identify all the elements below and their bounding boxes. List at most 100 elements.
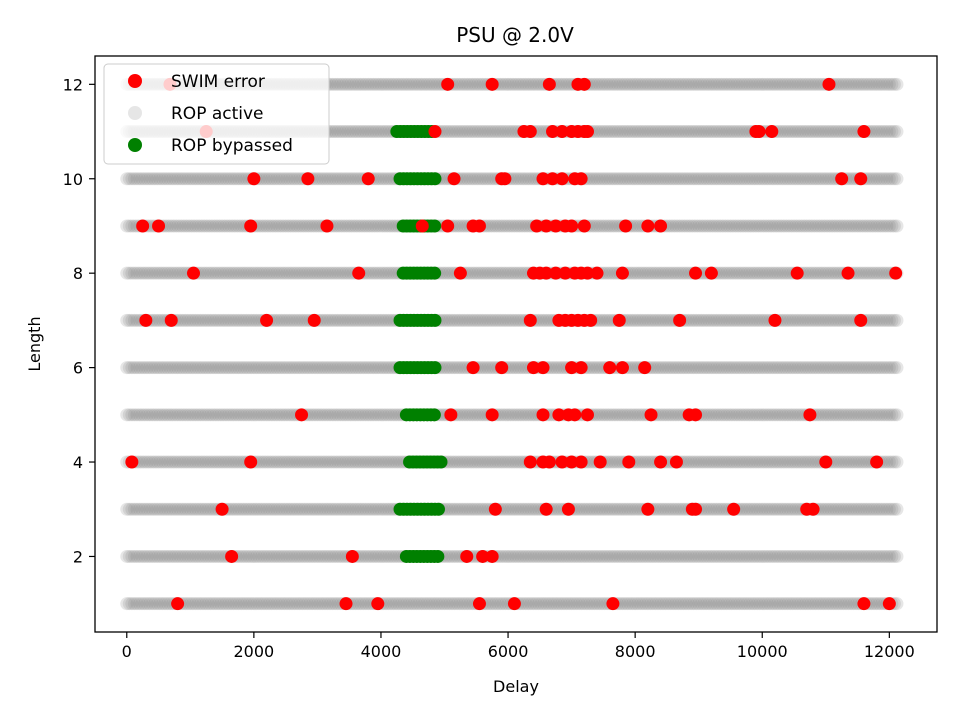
rop-active-point: [669, 597, 683, 611]
rop-active-point: [631, 502, 645, 516]
rop-active-point: [173, 455, 187, 469]
rop-active-point: [326, 408, 340, 422]
rop-active-point: [572, 502, 586, 516]
rop-active-point: [270, 502, 284, 516]
rop-active-point: [333, 361, 347, 375]
swim-error-point: [593, 455, 607, 469]
rop-active-point: [598, 502, 612, 516]
rop-active-point: [366, 502, 380, 516]
rop-active-point: [737, 408, 751, 422]
rop-active-point: [737, 597, 751, 611]
rop-active-point: [323, 408, 337, 422]
rop-active-point: [318, 597, 332, 611]
rop-active-point: [181, 455, 195, 469]
rop-active-point: [735, 597, 749, 611]
rop-active-point: [234, 455, 248, 469]
rop-active-point: [293, 361, 307, 375]
rop-active-point: [544, 597, 558, 611]
rop-active-point: [181, 502, 195, 516]
rop-active-point: [125, 502, 139, 516]
x-tick-label: 2000: [234, 642, 275, 661]
rop-active-point: [590, 502, 604, 516]
rop-active-point: [524, 597, 538, 611]
swim-error-point: [460, 549, 474, 563]
rop-active-point: [140, 455, 154, 469]
rop-active-point: [570, 597, 584, 611]
swim-error-point: [555, 172, 569, 186]
rop-active-point: [842, 408, 856, 422]
rop-active-point: [565, 597, 579, 611]
rop-active-point: [285, 361, 299, 375]
swim-error-point: [790, 266, 804, 280]
rop-active-point: [443, 597, 457, 611]
rop-active-point: [227, 361, 241, 375]
rop-active-point: [788, 549, 802, 563]
rop-active-point: [387, 549, 401, 563]
rop-active-point: [674, 502, 688, 516]
rop-bypassed-point: [427, 408, 441, 422]
rop-active-point: [389, 455, 403, 469]
rop-active-point: [293, 549, 307, 563]
swim-error-point: [339, 597, 353, 611]
rop-active-point: [776, 597, 790, 611]
rop-active-point: [542, 549, 556, 563]
swim-error-point: [669, 455, 683, 469]
rop-active-point: [135, 549, 149, 563]
rop-active-point: [669, 502, 683, 516]
rop-active-point: [865, 502, 879, 516]
rop-active-point: [506, 502, 520, 516]
rop-active-point: [636, 455, 650, 469]
rop-active-point: [773, 408, 787, 422]
rop-active-point: [310, 361, 324, 375]
rop-active-point: [326, 549, 340, 563]
rop-active-point: [870, 502, 884, 516]
rop-active-point: [631, 408, 645, 422]
rop-active-point: [285, 455, 299, 469]
rop-active-point: [158, 549, 172, 563]
rop-active-point: [870, 408, 884, 422]
rop-active-point: [191, 549, 205, 563]
rop-active-point: [206, 549, 220, 563]
rop-active-point: [265, 455, 279, 469]
chart-title: PSU @ 2.0V: [456, 23, 574, 47]
rop-active-point: [669, 549, 683, 563]
rop-active-point: [282, 597, 296, 611]
rop-active-point: [699, 408, 713, 422]
rop-active-point: [511, 502, 525, 516]
rop-active-point: [628, 502, 642, 516]
rop-active-point: [193, 502, 207, 516]
rop-active-point: [349, 597, 363, 611]
rop-active-point: [882, 549, 896, 563]
rop-active-point: [143, 361, 157, 375]
swim-error-point: [301, 172, 315, 186]
rop-active-point: [120, 408, 134, 422]
rop-active-point: [356, 597, 370, 611]
rop-active-point: [730, 597, 744, 611]
rop-active-point: [763, 597, 777, 611]
rop-active-point: [280, 408, 294, 422]
swim-error-point: [704, 266, 718, 280]
rop-active-point: [321, 502, 335, 516]
swim-error-point: [507, 597, 521, 611]
rop-active-point: [750, 597, 764, 611]
rop-active-point: [707, 597, 721, 611]
rop-active-point: [737, 455, 751, 469]
rop-active-point: [890, 172, 904, 186]
rop-active-point: [679, 455, 693, 469]
swim-error-point: [768, 313, 782, 327]
rop-active-point: [351, 597, 365, 611]
rop-active-point: [646, 549, 660, 563]
rop-active-point: [186, 502, 200, 516]
rop-active-point: [722, 455, 736, 469]
rop-active-point: [849, 408, 863, 422]
rop-active-point: [687, 455, 701, 469]
rop-active-point: [328, 408, 342, 422]
rop-active-point: [798, 549, 812, 563]
swim-error-point: [574, 361, 588, 375]
rop-active-point: [193, 361, 207, 375]
rop-active-point: [186, 361, 200, 375]
rop-active-point: [249, 361, 263, 375]
rop-active-point: [232, 361, 246, 375]
y-tick-label: 4: [73, 453, 83, 472]
rop-active-point: [354, 597, 368, 611]
